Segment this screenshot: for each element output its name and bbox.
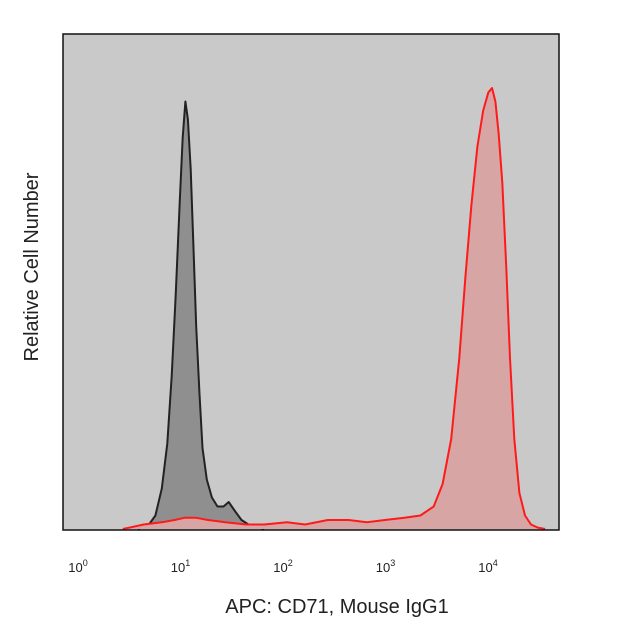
x-axis-label: APC: CD71, Mouse IgG1 — [225, 596, 448, 618]
x-tick-label-2: 102 — [273, 558, 292, 575]
histogram-fill-2 — [122, 88, 546, 529]
x-tick-labels: 100 101 102 103 104 — [68, 558, 497, 575]
histogram-line-1 — [137, 100, 265, 530]
x-tick-label-3: 103 — [376, 558, 395, 575]
plot-frame — [62, 33, 560, 531]
x-tick-label-4: 104 — [478, 558, 497, 575]
x-tick-exponent-1: 1 — [185, 558, 190, 568]
series-layer — [122, 87, 546, 530]
histogram-line-2 — [122, 87, 546, 530]
x-tick-exponent-3: 3 — [390, 558, 395, 568]
x-tick-label-1: 101 — [171, 558, 190, 575]
x-tick-label-0: 100 — [68, 558, 87, 575]
y-axis-label: Relative Cell Number — [21, 172, 43, 361]
x-tick-exponent-4: 4 — [493, 558, 498, 568]
x-tick-exponent-2: 2 — [288, 558, 293, 568]
x-tick-exponent-0: 0 — [83, 558, 88, 568]
